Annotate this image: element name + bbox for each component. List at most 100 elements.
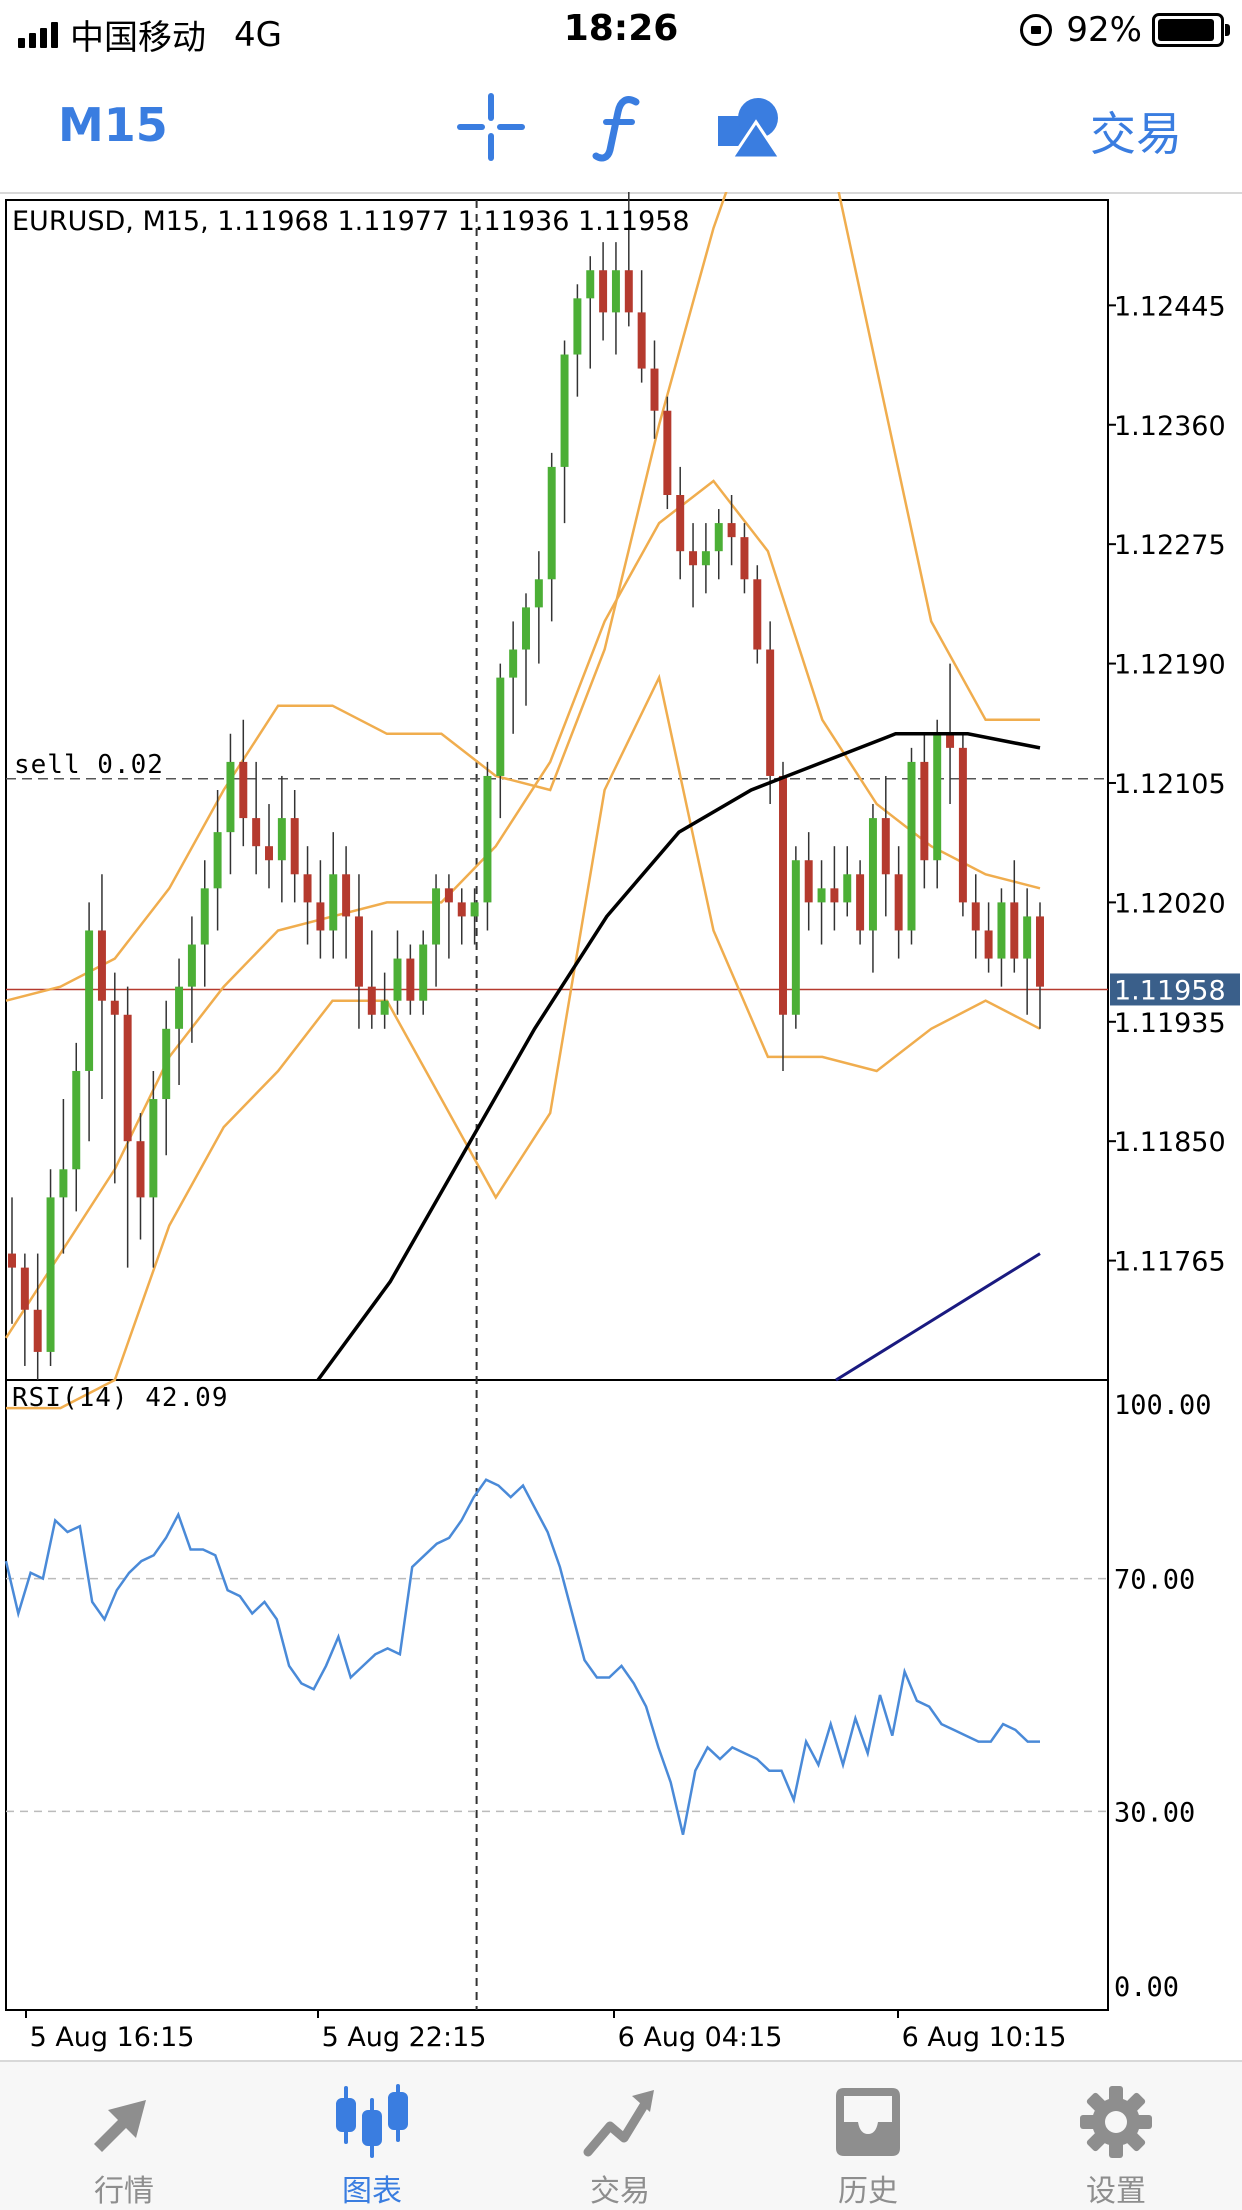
y-tick-label: 1.12020 [1114, 888, 1226, 919]
candle [868, 818, 877, 931]
tab-history[interactable]: 历史 [744, 2062, 992, 2210]
trade-button[interactable]: 交易 [1090, 107, 1182, 161]
candle [997, 902, 1006, 959]
status-bar: 中国移动 4G 18:26 92% [0, 0, 1242, 64]
candle [791, 860, 800, 1015]
candle [830, 888, 839, 903]
rotation-lock-icon [1020, 14, 1053, 46]
candle [85, 930, 94, 1071]
candle [380, 1000, 389, 1015]
candle [817, 888, 826, 903]
rsi-tick-label: 100.00 [1114, 1390, 1212, 1421]
candle [676, 495, 685, 552]
candle [136, 1141, 145, 1198]
moving-average-line [316, 732, 1041, 1382]
candle [162, 1028, 171, 1100]
y-tick-label: 1.12360 [1114, 411, 1226, 442]
x-tick-label: 5 Aug 16:15 [30, 2022, 195, 2053]
candle [290, 818, 299, 875]
tab-trade[interactable]: 交易 [496, 2062, 744, 2210]
candle [213, 832, 222, 889]
candle [444, 888, 453, 903]
candle [277, 818, 286, 861]
candle [804, 860, 813, 903]
candle [933, 733, 942, 861]
candle [740, 537, 749, 580]
x-tick-label: 5 Aug 22:15 [322, 2022, 487, 2053]
candle [611, 270, 620, 313]
tab-settings[interactable]: 设置 [992, 2062, 1240, 2210]
candle [779, 775, 787, 1015]
candle [354, 916, 363, 987]
rsi-tick-label: 70.00 [1114, 1565, 1195, 1596]
candle [432, 888, 441, 945]
candle [329, 874, 338, 931]
tab-quotes[interactable]: 行情 [0, 2062, 248, 2210]
y-tick-label: 1.11850 [1114, 1127, 1226, 1158]
x-tick-label: 6 Aug 10:15 [902, 2022, 1067, 2053]
candle [97, 930, 106, 1001]
bid-price-badge [1110, 973, 1240, 1006]
y-tick-label: 1.11765 [1114, 1247, 1226, 1278]
candle [483, 775, 492, 903]
candle [714, 523, 723, 552]
bollinger-lower [6, 673, 1041, 1410]
candle [663, 410, 672, 495]
status-time: 18:26 [563, 8, 679, 49]
candle [881, 818, 890, 875]
tab-trade-label: 交易 [590, 2174, 650, 2209]
candle [573, 298, 582, 355]
candle [457, 902, 466, 917]
candle [843, 874, 852, 903]
crosshair-icon[interactable] [456, 92, 526, 162]
candle [226, 761, 235, 833]
signal-icon [18, 21, 58, 48]
candle [547, 466, 556, 580]
price-chart[interactable]: 1.12445 1.12360 1.12275 1.12190 1.12105 1.120… [0, 192, 1242, 2060]
candle [8, 1253, 16, 1268]
candle [509, 649, 518, 678]
candle [766, 649, 775, 776]
slow-moving-average-line [835, 1252, 1041, 1382]
rsi-header: RSI(14) 42.09 [12, 1383, 229, 1413]
candle [856, 874, 865, 931]
candle [303, 874, 312, 903]
candle [753, 579, 762, 650]
quotes-icon [94, 2100, 146, 2152]
candle [496, 677, 505, 776]
candle [586, 270, 595, 299]
candle [72, 1070, 81, 1170]
shapes-icon[interactable] [716, 92, 786, 162]
candle [701, 551, 710, 566]
x-tick-label: 6 Aug 04:15 [618, 2022, 783, 2053]
candle [175, 986, 184, 1029]
candle [560, 354, 569, 467]
candle [200, 888, 209, 945]
timeframe-button[interactable]: M15 [58, 98, 168, 152]
y-tick-label: 1.12190 [1114, 650, 1226, 681]
bollinger-upper [5, 192, 1040, 1002]
candle [33, 1309, 42, 1352]
candle [920, 761, 929, 861]
candle [419, 944, 428, 1001]
candle [534, 579, 543, 608]
candle [946, 733, 955, 748]
candle [59, 1169, 68, 1198]
candle [406, 958, 415, 1001]
candle [252, 818, 261, 847]
candle [1010, 902, 1019, 959]
function-icon[interactable] [586, 92, 656, 162]
y-tick-label: 1.11935 [1114, 1008, 1226, 1039]
candle [470, 902, 479, 917]
battery-percent: 92% [1066, 10, 1142, 50]
tab-chart[interactable]: 图表 [248, 2062, 496, 2210]
history-icon [836, 2088, 900, 2156]
candle [907, 761, 916, 931]
rsi-tick-label: 0.00 [1114, 1972, 1179, 2003]
chart-icon [336, 2084, 408, 2158]
order-label[interactable]: sell 0.02 [14, 750, 164, 780]
candle [239, 761, 248, 819]
carrier-label: 中国移动 [70, 18, 206, 58]
candle [727, 523, 736, 538]
candle [894, 874, 903, 931]
